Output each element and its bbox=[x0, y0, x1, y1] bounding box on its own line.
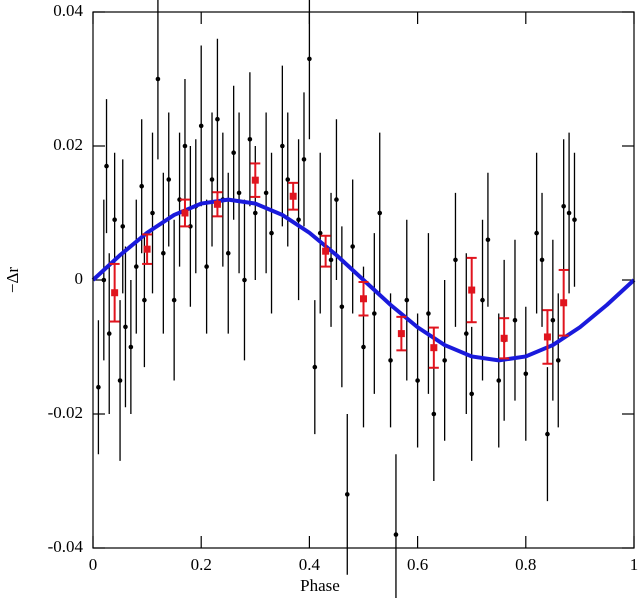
binned-point bbox=[213, 200, 221, 208]
data-point bbox=[463, 331, 469, 336]
y-tick-label: 0 bbox=[75, 269, 84, 288]
binned-point bbox=[397, 330, 405, 338]
data-point bbox=[301, 157, 307, 162]
y-axis-label: −Δr bbox=[3, 267, 22, 294]
data-point bbox=[128, 344, 134, 350]
y-tick-label: 0.02 bbox=[53, 135, 83, 154]
data-point bbox=[393, 532, 399, 537]
x-axis-label: Phase bbox=[300, 576, 340, 595]
data-point bbox=[453, 257, 458, 263]
y-tick-label: 0.04 bbox=[53, 1, 83, 20]
x-tick-label: 0.8 bbox=[515, 555, 536, 574]
data-point bbox=[431, 411, 437, 417]
binned-point bbox=[322, 247, 330, 255]
data-point bbox=[188, 224, 193, 229]
x-tick-label: 0 bbox=[89, 555, 98, 574]
data-point bbox=[539, 257, 545, 263]
data-point bbox=[171, 297, 177, 303]
data-point bbox=[572, 217, 577, 222]
binned-point bbox=[468, 286, 476, 294]
data-point bbox=[263, 190, 269, 196]
data-point bbox=[142, 297, 147, 303]
data-point bbox=[344, 492, 350, 497]
data-point bbox=[496, 378, 502, 383]
data-point bbox=[328, 257, 334, 263]
data-point bbox=[361, 344, 366, 350]
data-point bbox=[377, 210, 383, 216]
data-point bbox=[155, 76, 161, 82]
binned-point bbox=[143, 245, 151, 253]
binned-point bbox=[430, 344, 438, 352]
data-point bbox=[209, 177, 215, 182]
binned-point bbox=[500, 334, 508, 342]
data-point bbox=[104, 163, 109, 169]
binned-point bbox=[181, 209, 189, 217]
data-point bbox=[555, 358, 561, 363]
data-point bbox=[285, 177, 291, 182]
data-point bbox=[236, 190, 242, 196]
data-point bbox=[253, 210, 258, 216]
x-tick-label: 0.6 bbox=[407, 555, 428, 574]
data-point bbox=[485, 237, 491, 243]
data-point bbox=[112, 217, 117, 222]
y-tick-label: -0.04 bbox=[48, 537, 84, 556]
y-tick-label: -0.02 bbox=[48, 403, 83, 422]
data-point bbox=[150, 210, 155, 216]
data-point bbox=[350, 244, 355, 249]
x-tick-label: 0.2 bbox=[191, 555, 212, 574]
data-point bbox=[512, 317, 518, 323]
data-point bbox=[117, 378, 123, 383]
data-point bbox=[469, 391, 475, 397]
data-point bbox=[204, 264, 209, 269]
data-point bbox=[96, 384, 101, 390]
data-point bbox=[215, 116, 220, 122]
x-tick-label: 0.4 bbox=[299, 555, 321, 574]
data-point bbox=[566, 210, 572, 216]
binned-point bbox=[560, 299, 568, 307]
data-point bbox=[280, 143, 285, 149]
binned-point bbox=[543, 333, 551, 341]
data-point bbox=[442, 358, 447, 363]
data-point bbox=[161, 250, 166, 256]
data-point bbox=[480, 297, 485, 303]
data-point bbox=[177, 197, 182, 202]
data-point bbox=[372, 311, 377, 316]
binned-point bbox=[289, 192, 297, 200]
plot-frame bbox=[92, 11, 635, 549]
data-point bbox=[307, 56, 312, 62]
data-point bbox=[123, 324, 128, 330]
data-point bbox=[317, 230, 323, 236]
data-point bbox=[388, 358, 393, 363]
data-point bbox=[426, 311, 431, 316]
data-point bbox=[523, 371, 529, 377]
data-point bbox=[334, 197, 339, 202]
data-point bbox=[339, 304, 345, 310]
x-tick-label: 1 bbox=[630, 555, 639, 574]
binned-point bbox=[251, 176, 259, 184]
binned-point bbox=[111, 289, 119, 297]
data-point bbox=[404, 297, 410, 303]
data-point bbox=[101, 277, 107, 283]
data-point bbox=[550, 317, 556, 323]
data-point bbox=[415, 378, 420, 383]
data-point bbox=[312, 364, 318, 370]
data-point bbox=[242, 277, 247, 283]
data-point bbox=[561, 204, 566, 209]
data-point bbox=[139, 183, 144, 189]
data-point bbox=[296, 217, 301, 222]
binned-point bbox=[360, 295, 367, 303]
data-point bbox=[106, 331, 112, 336]
data-point bbox=[166, 177, 172, 182]
data-point bbox=[133, 264, 139, 269]
data-point bbox=[225, 250, 231, 256]
data-point bbox=[198, 123, 204, 129]
data-point bbox=[231, 150, 236, 155]
data-point bbox=[247, 137, 253, 142]
data-point bbox=[120, 224, 126, 229]
data-point bbox=[269, 230, 274, 236]
data-point bbox=[545, 431, 550, 437]
data-point bbox=[534, 230, 539, 236]
data-point bbox=[182, 143, 188, 149]
